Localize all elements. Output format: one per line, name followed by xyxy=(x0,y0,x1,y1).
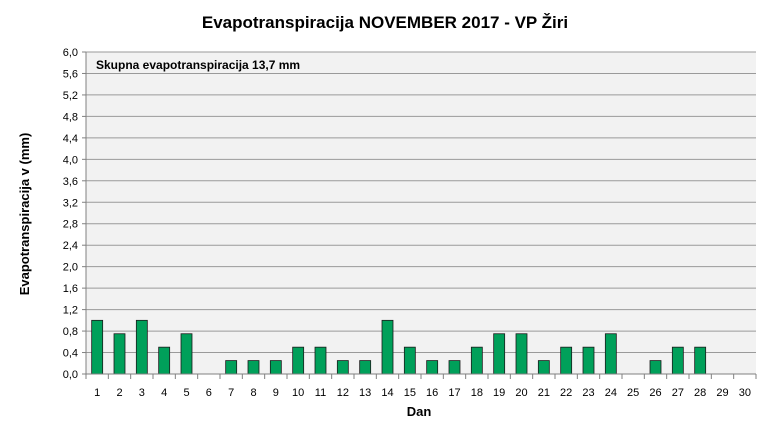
x-axis-ticks: 1 2 3 4 5 6 7 8 9 10 11 12 13 14 15 16 17 18 19 20 21 22 23 24 2… xyxy=(85,374,757,399)
bar xyxy=(537,360,550,375)
bar xyxy=(247,360,260,375)
x-tick-label: 23 xyxy=(582,387,594,399)
x-tick-label: 15 xyxy=(404,387,416,399)
x-tick-label: 14 xyxy=(381,387,393,399)
bar xyxy=(560,346,573,375)
bar xyxy=(269,360,282,375)
bar xyxy=(582,346,595,375)
chart-title: Evapotranspiracija NOVEMBER 2017 - VP Ži… xyxy=(202,13,568,32)
x-tick-label: 18 xyxy=(471,387,483,399)
bar xyxy=(694,346,707,375)
x-tick-label: 26 xyxy=(649,387,661,399)
bar xyxy=(426,360,439,375)
y-tick-label: 2,4 xyxy=(63,240,78,252)
y-tick-label: 5,2 xyxy=(63,90,78,102)
axes xyxy=(85,52,756,375)
bar xyxy=(649,360,662,375)
y-axis-ticks: 0,0 0,4 0,8 1,2 1,6 2,0 2,4 2,8 3,2 3,6 4,0 4,4 4,8 5… xyxy=(63,47,86,381)
bar xyxy=(135,319,148,375)
bar xyxy=(515,333,528,375)
x-tick-label: 4 xyxy=(161,387,167,399)
bar xyxy=(448,360,461,375)
x-tick-label: 11 xyxy=(315,387,326,399)
x-tick-label: 21 xyxy=(538,387,550,399)
bar xyxy=(225,360,238,375)
x-tick-label: 13 xyxy=(359,387,371,399)
y-tick-label: 0,0 xyxy=(63,369,78,381)
bar xyxy=(292,346,305,375)
x-tick-label: 16 xyxy=(426,387,438,399)
x-tick-label: 8 xyxy=(250,387,256,399)
total-annotation: Skupna evapotranspiracija 13,7 mm xyxy=(96,58,300,72)
bar-series xyxy=(91,319,707,375)
x-tick-label: 24 xyxy=(605,387,617,399)
y-tick-label: 5,6 xyxy=(63,68,78,80)
y-tick-label: 2,8 xyxy=(63,219,78,231)
y-tick-label: 1,2 xyxy=(63,305,78,317)
x-tick-label: 17 xyxy=(448,387,460,399)
x-tick-label: 7 xyxy=(228,387,234,399)
x-axis-label: Dan xyxy=(407,404,432,419)
gridlines xyxy=(86,51,756,354)
bar xyxy=(359,360,372,375)
x-tick-label: 6 xyxy=(206,387,212,399)
x-tick-label: 2 xyxy=(116,387,122,399)
x-tick-label: 25 xyxy=(627,387,639,399)
y-tick-label: 1,6 xyxy=(63,283,78,295)
y-tick-label: 3,6 xyxy=(63,176,78,188)
bar xyxy=(113,333,126,375)
x-tick-label: 19 xyxy=(493,387,505,399)
x-tick-label: 1 xyxy=(94,387,100,399)
x-tick-label: 28 xyxy=(694,387,706,399)
y-axis-label: Evapotranspiracija v (mm) xyxy=(17,133,32,296)
bar xyxy=(470,346,483,375)
x-tick-label: 12 xyxy=(337,387,349,399)
y-tick-label: 4,8 xyxy=(63,111,78,123)
y-tick-label: 4,0 xyxy=(63,154,78,166)
bar xyxy=(381,319,394,375)
bar xyxy=(91,319,104,375)
x-tick-label: 30 xyxy=(739,387,751,399)
x-tick-label: 5 xyxy=(183,387,189,399)
y-tick-label: 2,0 xyxy=(63,262,78,274)
x-tick-label: 9 xyxy=(273,387,279,399)
x-tick-label: 10 xyxy=(292,387,304,399)
x-tick-label: 29 xyxy=(716,387,728,399)
bar xyxy=(403,346,416,375)
bar xyxy=(336,360,349,375)
bar xyxy=(180,333,193,375)
plot-area xyxy=(86,52,756,374)
bar xyxy=(158,346,171,375)
x-tick-label: 22 xyxy=(560,387,572,399)
bar xyxy=(604,333,617,375)
y-tick-label: 0,8 xyxy=(63,326,78,338)
bar xyxy=(314,346,327,375)
y-tick-label: 6,0 xyxy=(63,47,78,59)
x-tick-label: 27 xyxy=(672,387,684,399)
y-tick-label: 4,4 xyxy=(63,133,78,145)
bar xyxy=(671,346,684,375)
y-tick-label: 0,4 xyxy=(63,348,78,360)
y-tick-label: 3,2 xyxy=(63,197,78,209)
x-tick-label: 3 xyxy=(139,387,145,399)
bar xyxy=(493,333,506,375)
x-tick-label: 20 xyxy=(515,387,527,399)
